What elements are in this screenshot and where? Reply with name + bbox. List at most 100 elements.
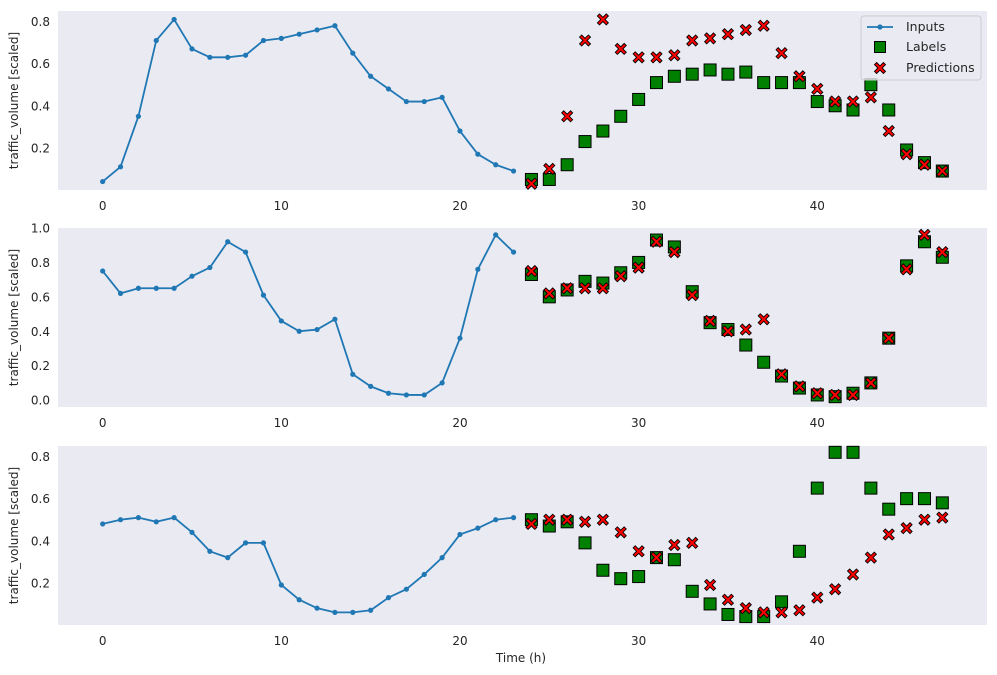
legend-inputs-marker-icon [877,24,883,30]
label-point [542,172,556,186]
inputs-point [278,35,284,41]
inputs-point [225,239,231,245]
x-tick-label: 10 [274,634,289,648]
inputs-point [439,94,445,100]
label-point [632,570,646,584]
x-tick-label: 20 [452,199,467,213]
inputs-point [368,73,374,79]
y-axis-label: traffic_volume [scaled] [7,467,21,604]
inputs-point [475,266,481,272]
inputs-point [296,597,302,603]
inputs-point [457,335,463,341]
label-point [721,67,735,81]
label-point [900,492,914,506]
legend-labels-square-icon [874,41,886,53]
prediction-point [686,34,699,47]
inputs-point [493,232,499,238]
y-tick-label: 0.2 [31,576,50,590]
legend-label-predictions: Predictions [906,60,975,75]
inputs-point [135,113,141,119]
prediction-point [882,332,895,345]
inputs-point [278,582,284,588]
inputs-point [510,249,517,255]
subplot-3: 0 10 20 30 40 0.2 0.4 0.6 0.8 traffic_volume [sca… [7,445,987,648]
label-point [685,584,699,598]
inputs-point [153,285,159,291]
prediction-point [757,313,770,326]
inputs-point [475,525,481,531]
inputs-point [100,178,106,185]
prediction-point [900,148,913,161]
prediction-point [632,545,645,558]
inputs-point [510,515,517,521]
inputs-point [135,285,141,291]
prediction-point [721,325,735,338]
inputs-point [278,318,284,324]
inputs-point [117,517,124,523]
inputs-point [421,571,427,578]
inputs-point [385,390,392,396]
inputs-point [439,380,445,386]
y-tick-label: 0.4 [31,325,50,339]
label-point [614,109,628,123]
prediction-point [811,591,824,604]
prediction-point [650,51,663,64]
y-tick-label: 0.8 [31,256,50,270]
prediction-point [829,95,842,108]
y-tick-label: 0.6 [31,290,50,304]
prediction-point [525,177,538,190]
inputs-point [171,515,177,521]
inputs-point [207,264,213,271]
prediction-point [578,282,592,295]
legend-predictions-x-icon [873,61,887,75]
inputs-point [100,521,106,527]
prediction-point [686,536,699,550]
inputs-point [189,273,195,279]
inputs-point [296,31,302,37]
x-tick-label: 40 [810,199,825,213]
inputs-point [171,16,177,23]
plot-area [58,446,987,625]
prediction-point [632,51,645,64]
label-point [596,563,610,577]
label-point [882,502,896,516]
prediction-point [864,91,878,104]
x-tick-label: 10 [274,416,289,430]
prediction-point [561,513,574,526]
plot-area [58,11,987,190]
prediction-point [829,583,842,596]
inputs-point [117,290,124,297]
inputs-point [260,540,267,546]
prediction-point [668,538,681,552]
x-tick-label: 10 [274,199,289,213]
inputs-series-line [101,233,515,396]
label-point [846,445,860,459]
legend-entry-predictions: Predictions [873,60,975,75]
inputs-point [314,27,320,33]
prediction-point [668,245,681,259]
legend: Inputs Labels Predictions [860,15,982,81]
inputs-point [225,54,231,60]
inputs-point [189,46,195,52]
plot-area [58,228,987,407]
y-tick-label: 0.4 [31,534,50,548]
legend-entry-inputs: Inputs [867,19,945,34]
prediction-point [543,513,556,526]
y-tick-label: 0.6 [31,57,50,71]
prediction-point [864,551,878,564]
label-point [810,481,824,495]
label-point [810,95,824,109]
label-point [757,355,771,369]
prediction-point [829,388,842,402]
prediction-point [614,270,627,283]
prediction-point [757,19,770,32]
inputs-point [493,517,499,523]
prediction-point [739,23,752,37]
label-point [792,544,806,558]
prediction-point [936,511,949,524]
prediction-point [900,521,913,535]
inputs-point [207,54,213,60]
subplots: 0 10 20 30 40 0.2 0.4 0.6 0.8 traffic_volume [sca… [7,11,987,648]
prediction-point [918,513,931,526]
label-point [882,103,896,117]
